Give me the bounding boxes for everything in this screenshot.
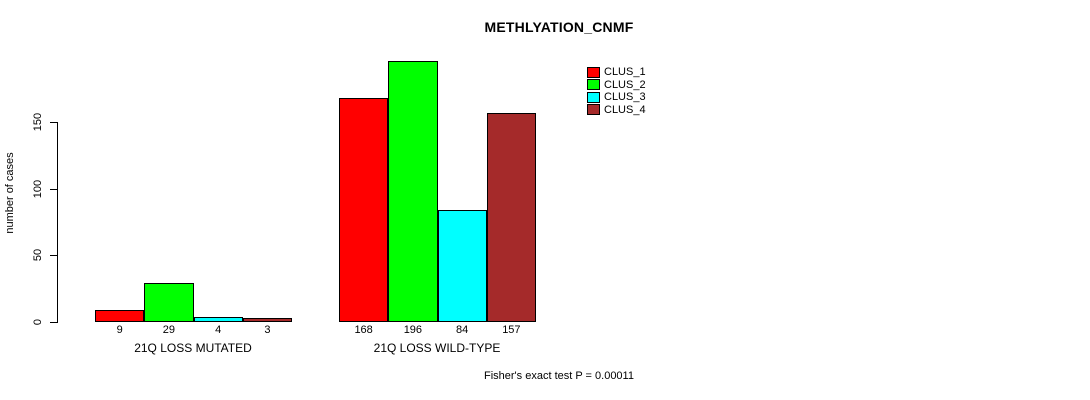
category-label-wildtype: 21Q LOSS WILD-TYPE: [373, 341, 501, 355]
bar-clus_3-group2: [437, 210, 487, 322]
legend-item-clus_4: CLUS_4: [587, 104, 646, 117]
bar-clus_2-group2: [388, 60, 438, 322]
legend-item-clus_2: CLUS_2: [587, 79, 646, 92]
y-axis-tick: [50, 122, 57, 123]
bar-value-label: 196: [403, 324, 423, 336]
legend-label: CLUS_1: [604, 66, 646, 79]
y-axis-line: [57, 122, 58, 323]
bar-value-label: 9: [116, 324, 123, 336]
bar-clus_1-group2: [339, 98, 389, 322]
legend-item-clus_3: CLUS_3: [587, 91, 646, 104]
y-axis-tick-label: 0: [32, 318, 44, 326]
legend-label: CLUS_2: [604, 78, 646, 91]
y-axis-tick: [50, 188, 57, 190]
bar-clus_4-group2: [486, 112, 536, 322]
bar-clus_4-group1: [242, 318, 292, 322]
y-axis-tick: [50, 255, 57, 257]
legend-swatch-clus_1: [587, 66, 600, 78]
legend-swatch-clus_2: [587, 79, 600, 91]
y-axis-tick-label: 150: [32, 112, 44, 132]
bar-value-label: 84: [456, 324, 469, 336]
bar-value-label: 168: [354, 324, 373, 336]
bar-value-label: 157: [502, 324, 521, 336]
y-axis-label: number of cases: [4, 152, 16, 234]
y-axis-tick-label: 100: [32, 179, 44, 198]
bar-clus_2-group1: [144, 283, 194, 322]
legend-label: CLUS_4: [604, 103, 646, 116]
legend-swatch-clus_3: [587, 91, 600, 103]
legend-item-clus_1: CLUS_1: [587, 66, 646, 79]
bar-clus_3-group1: [193, 316, 243, 322]
bar-value-label: 29: [162, 324, 175, 336]
legend: CLUS_1 CLUS_2 CLUS_3 CLUS_4: [587, 66, 646, 116]
legend-swatch-clus_4: [587, 104, 600, 116]
bar-value-label: 3: [264, 324, 271, 336]
bar-value-label: 4: [215, 324, 222, 336]
chart-title: METHLYATION_CNMF: [484, 19, 634, 35]
category-label-mutated: 21Q LOSS MUTATED: [134, 341, 252, 355]
fisher-test-annotation: Fisher's exact test P = 0.00011: [484, 370, 634, 382]
y-axis-tick-label: 50: [32, 249, 44, 262]
y-axis-tick: [50, 322, 57, 323]
legend-label: CLUS_3: [604, 91, 646, 104]
bar-clus_1-group1: [95, 310, 145, 322]
